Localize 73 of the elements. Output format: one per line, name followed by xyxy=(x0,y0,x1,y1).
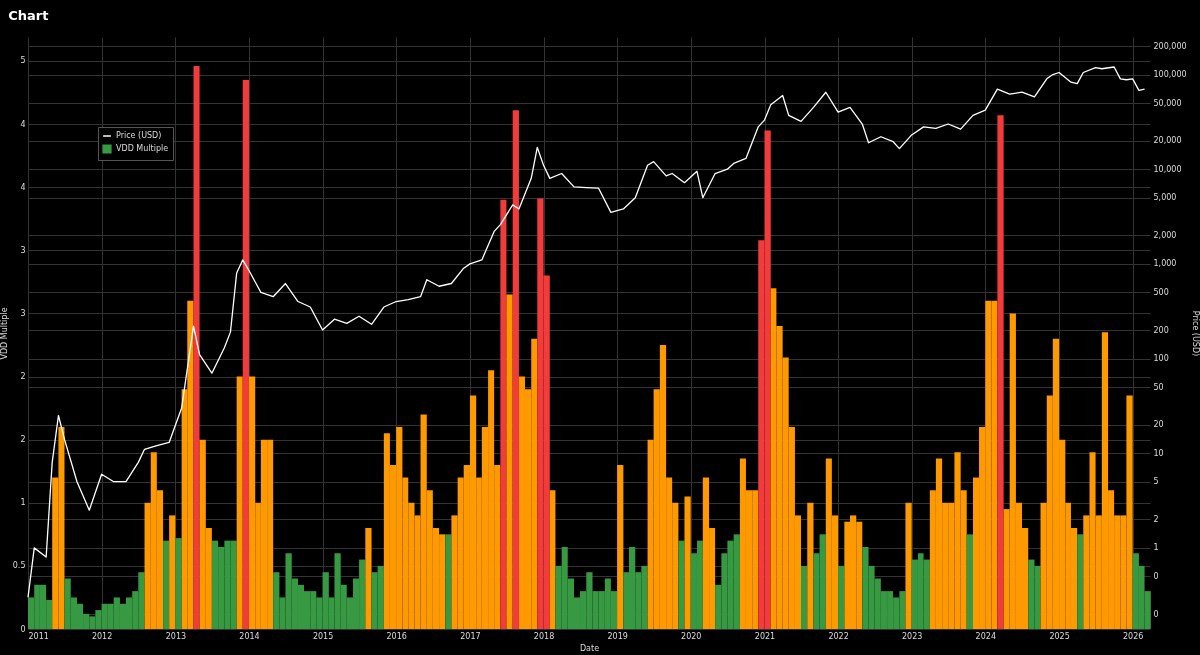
x-tick-label: 2020 xyxy=(681,631,702,641)
bar xyxy=(236,376,243,629)
x-tick-label: 2022 xyxy=(828,631,849,641)
bar xyxy=(445,534,452,629)
x-tick-label: 2016 xyxy=(386,631,407,641)
bar xyxy=(1077,534,1084,629)
y-tick-label: 1 xyxy=(20,498,26,508)
y2-tick-label: 10 xyxy=(1153,448,1164,458)
y-tick-label: 2 xyxy=(20,435,26,445)
bar xyxy=(801,565,808,629)
y-tick-label: 3 xyxy=(20,245,26,255)
bar xyxy=(838,565,845,629)
bar xyxy=(807,502,814,629)
x-tick-label: 2014 xyxy=(239,631,260,641)
bar xyxy=(193,66,200,629)
bar xyxy=(997,115,1004,629)
y2-tick-label: 50 xyxy=(1153,382,1164,392)
y2-axis-title: Price (USD) xyxy=(1190,310,1200,357)
bar xyxy=(500,199,507,629)
y-tick-label: 5 xyxy=(20,56,26,66)
x-tick-label: 2024 xyxy=(975,631,996,641)
x-tick-label: 2026 xyxy=(1122,631,1144,641)
y-tick-label: 4 xyxy=(20,119,26,129)
x-tick-label: 2015 xyxy=(312,631,334,641)
bar xyxy=(169,515,176,629)
y2-tick-label: 200,000 xyxy=(1153,41,1187,51)
bar xyxy=(365,528,372,629)
x-tick-label: 2021 xyxy=(754,631,776,641)
y2-tick-label: 100 xyxy=(1153,354,1169,364)
y2-tick-label: 0 xyxy=(1153,609,1159,619)
y2-tick-label: 2,000 xyxy=(1153,230,1177,240)
y2-tick-label: 20 xyxy=(1153,420,1164,430)
y2-tick-label: 2 xyxy=(1153,514,1159,524)
y2-tick-label: 1 xyxy=(1153,543,1159,553)
chart-title: Chart xyxy=(8,8,49,23)
y-tick-label: 2 xyxy=(20,372,26,382)
bar xyxy=(512,110,519,629)
y-axis-title: VDD Multiple xyxy=(0,307,9,360)
bar xyxy=(678,540,685,629)
y2-tick-label: 20,000 xyxy=(1153,136,1182,146)
x-tick-label: 2013 xyxy=(165,631,187,641)
x-tick-label: 2011 xyxy=(28,631,49,641)
legend-label: Price (USD) xyxy=(116,131,162,140)
y-tick-label: 0 xyxy=(20,624,26,634)
x-tick-label: 2023 xyxy=(902,631,923,641)
x-tick-label: 2025 xyxy=(1049,631,1070,641)
y2-tick-label: 500 xyxy=(1153,287,1169,297)
bar xyxy=(242,79,249,629)
y-tick-label: 4 xyxy=(20,182,26,192)
x-tick-label: 2019 xyxy=(607,631,628,641)
x-tick-label: 2018 xyxy=(533,631,555,641)
bar xyxy=(175,538,182,629)
y-tick-label: 0.5 xyxy=(12,561,26,571)
bar xyxy=(163,540,170,629)
y2-tick-label: 1,000 xyxy=(1153,259,1177,269)
y2-tick-label: 200 xyxy=(1153,325,1169,335)
y2-tick-label: 5,000 xyxy=(1153,193,1177,203)
bar xyxy=(506,294,513,629)
y2-tick-label: 10,000 xyxy=(1153,164,1182,174)
x-tick-label: 2012 xyxy=(91,631,113,641)
bar xyxy=(617,464,624,629)
bar xyxy=(905,502,912,629)
y2-tick-label: 5 xyxy=(1153,477,1159,487)
y2-tick-label: 0 xyxy=(1153,571,1159,581)
y2-tick-label: 50,000 xyxy=(1153,98,1182,108)
x-axis-title: Date xyxy=(579,643,600,653)
y2-tick-label: 100,000 xyxy=(1153,70,1187,80)
bar xyxy=(684,496,691,629)
y-tick-label: 3 xyxy=(20,308,26,318)
line-series xyxy=(27,66,1146,599)
x-tick-label: 2017 xyxy=(460,631,481,641)
bar xyxy=(966,534,973,629)
legend-label: VDD Multiple xyxy=(116,144,169,153)
